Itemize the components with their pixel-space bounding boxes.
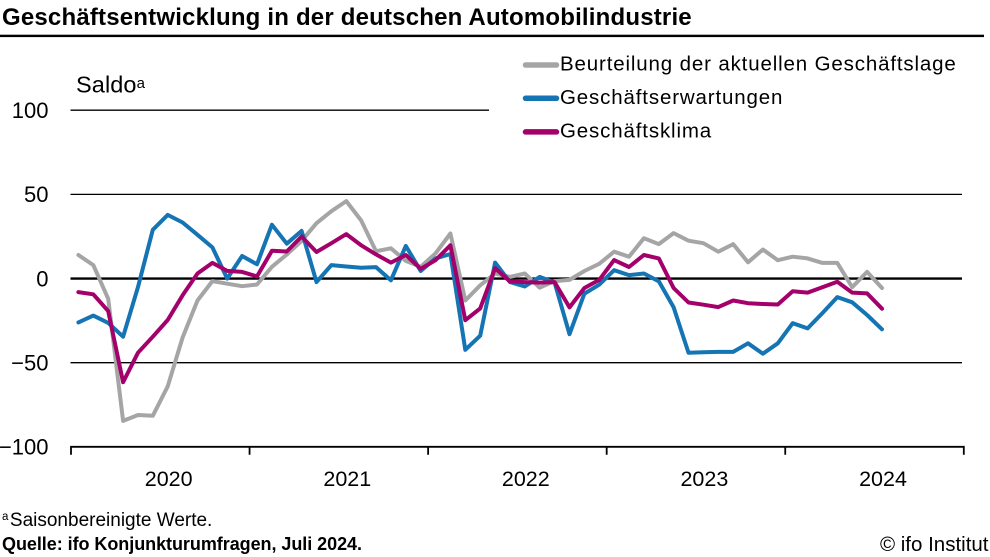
svg-text:100: 100 [12, 98, 49, 123]
svg-text:2022: 2022 [502, 467, 550, 491]
svg-text:2023: 2023 [680, 467, 728, 491]
svg-text:2024: 2024 [859, 467, 907, 491]
svg-text:aSaisonbereinigte Werte.: aSaisonbereinigte Werte. [2, 510, 212, 531]
svg-text:−100: −100 [0, 435, 49, 460]
svg-text:Quelle: ifo Konjunkturumfragen: Quelle: ifo Konjunkturumfragen, Juli 202… [2, 534, 362, 554]
svg-text:Geschäftsentwicklung in der de: Geschäftsentwicklung in der deutschen Au… [2, 4, 692, 31]
svg-text:50: 50 [24, 182, 48, 207]
svg-text:Geschäftserwartungen: Geschäftserwartungen [560, 86, 783, 109]
svg-text:Geschäftsklima: Geschäftsklima [560, 120, 712, 143]
svg-text:2020: 2020 [145, 467, 193, 491]
svg-text:0: 0 [36, 266, 48, 291]
svg-text:© ifo Institut: © ifo Institut [880, 533, 989, 556]
svg-text:Saldoa: Saldoa [76, 72, 146, 98]
svg-text:Beurteilung der aktuellen Gesc: Beurteilung der aktuellen Geschäftslage [560, 53, 957, 76]
svg-text:−50: −50 [11, 351, 48, 376]
svg-text:2021: 2021 [323, 467, 371, 491]
